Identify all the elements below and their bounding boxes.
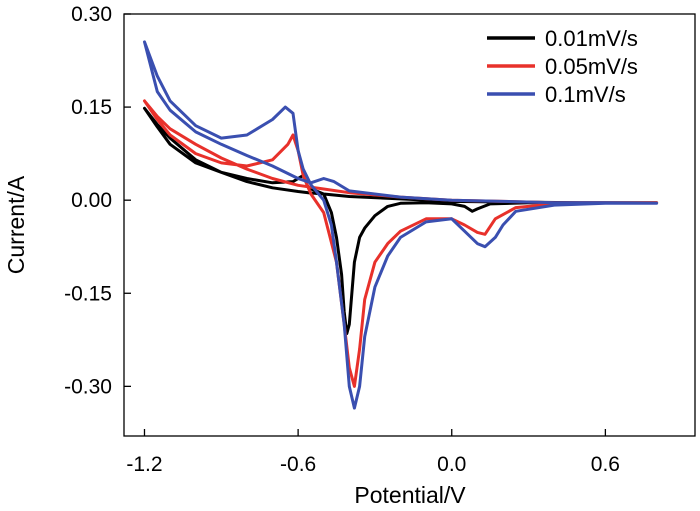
y-tick-label: 0.30 [71, 3, 112, 26]
x-axis-title: Potential/V [354, 482, 466, 508]
x-tick-label: 0.0 [437, 453, 466, 476]
x-tick-label: 0.6 [591, 453, 620, 476]
series-lines [143, 40, 659, 410]
x-tick-label: -1.2 [126, 453, 162, 476]
series-line-0-1mv-s [143, 40, 659, 410]
series-line-0-01mv-s [143, 106, 659, 336]
axis-ticks: -1.2 -0.6 0.0 0.6 0.30 0.15 0.00 -0.15 -0.30 [64, 3, 620, 476]
legend-label: 0.05mV/s [545, 54, 638, 79]
x-tick-label: -0.6 [280, 453, 316, 476]
legend-label: 0.01mV/s [545, 26, 638, 51]
y-tick-label: 0.15 [71, 96, 112, 119]
legend: 0.01mV/s 0.05mV/s 0.1mV/s [487, 26, 638, 107]
y-tick-label: -0.30 [64, 375, 112, 398]
plot-frame [123, 13, 696, 437]
legend-label: 0.1mV/s [545, 82, 626, 107]
y-axis-title: Current/A [3, 175, 29, 274]
y-tick-label: 0.00 [71, 189, 112, 212]
y-tick-label: -0.15 [64, 282, 112, 305]
